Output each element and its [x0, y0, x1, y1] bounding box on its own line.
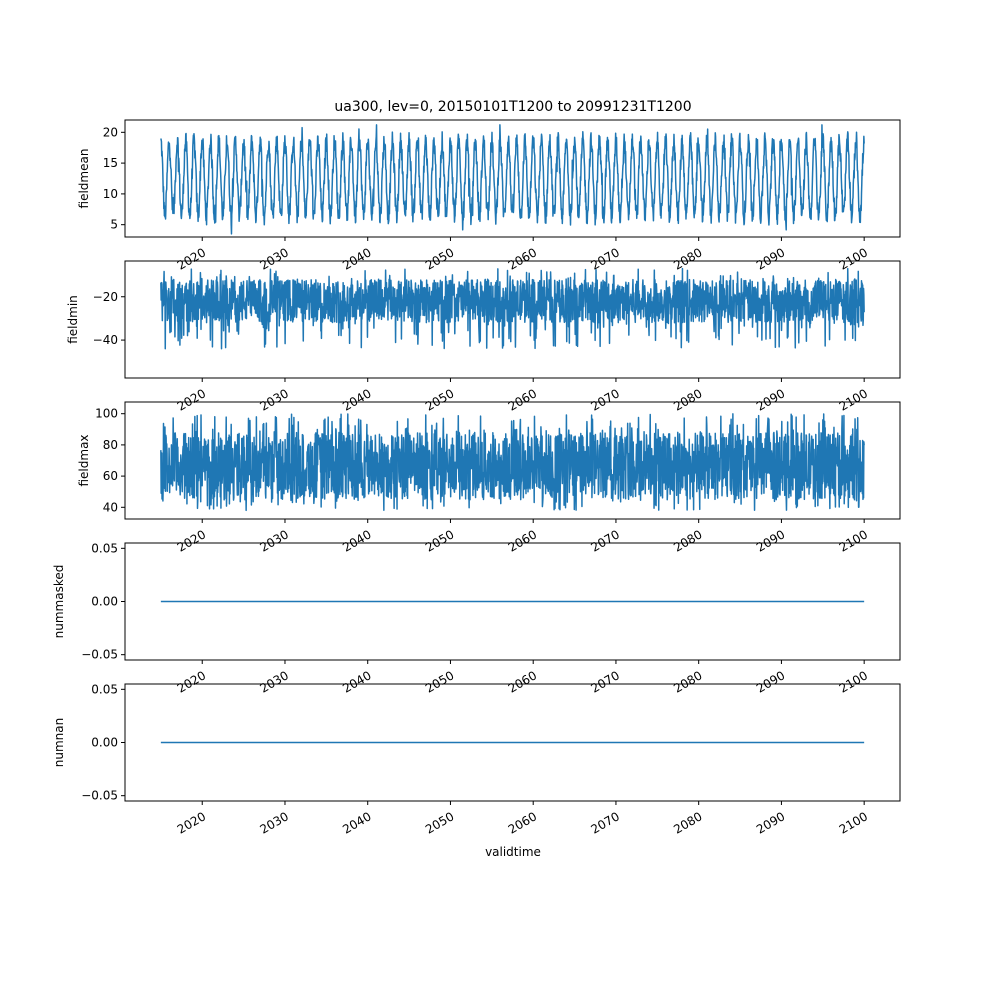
nummasked-axis-label: nummasked	[52, 565, 66, 639]
numnan-ytick-label: 0.05	[91, 682, 118, 696]
nummasked-ytick-label: 0.05	[91, 541, 118, 555]
fieldmin-ytick-label: −20	[93, 290, 118, 304]
fieldmin-axis-label: fieldmin	[66, 295, 80, 344]
fieldmin-ytick-label: −40	[93, 333, 118, 347]
fieldmin-axes-frame	[124, 260, 901, 379]
fieldmean-ytick-label: 5	[110, 218, 118, 232]
fieldmean-axes-frame	[124, 119, 901, 238]
fieldmean-axis-label: fieldmean	[77, 149, 91, 209]
fieldmean-ytick-label: 20	[103, 125, 118, 139]
fieldmax-ytick-label: 60	[103, 469, 118, 483]
fieldmax-axes-frame	[124, 401, 901, 520]
numnan-ytick-label: −0.05	[81, 789, 118, 803]
nummasked-ytick-label: −0.05	[81, 648, 118, 662]
x-axis-label: validtime	[485, 845, 541, 859]
fieldmax-series-line	[160, 413, 865, 512]
numnan-ytick-label: 0.00	[91, 736, 118, 750]
fieldmean-ytick-label: 15	[103, 156, 118, 170]
fieldmax-ytick-label: 40	[103, 500, 118, 514]
fieldmax-axis-label: fieldmax	[77, 434, 91, 486]
fieldmean-ytick-label: 10	[103, 187, 118, 201]
fieldmin-series-line	[160, 267, 865, 350]
fieldmax-ytick-label: 100	[95, 407, 118, 421]
nummasked-ytick-label: 0.00	[91, 595, 118, 609]
chart-title: ua300, lev=0, 20150101T1200 to 20991231T…	[334, 99, 691, 115]
fieldmean-series-line	[160, 124, 865, 235]
fieldmax-ytick-label: 80	[103, 438, 118, 452]
numnan-axis-label: numnan	[52, 718, 66, 767]
